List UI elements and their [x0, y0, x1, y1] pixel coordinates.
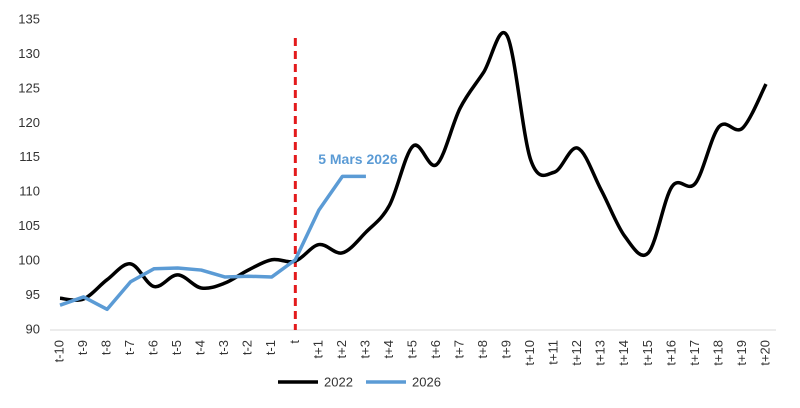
legend-label: 2022 — [324, 374, 353, 389]
line-series — [59, 174, 366, 312]
y-tick-label: 135 — [18, 11, 40, 26]
x-tick-label: t+10 — [522, 340, 537, 366]
x-tick-label: t+3 — [357, 340, 372, 358]
x-tick-label: t — [287, 340, 302, 344]
x-tick-label: t+13 — [593, 340, 608, 366]
x-tick-label: t+20 — [757, 340, 772, 366]
x-tick-label: t+9 — [499, 340, 514, 358]
y-tick-label: 125 — [18, 80, 40, 95]
x-tick-label: t-8 — [99, 340, 114, 355]
legend-label: 2026 — [412, 374, 441, 389]
x-tick-label: t+5 — [404, 340, 419, 358]
x-tick-label: t+4 — [381, 340, 396, 358]
x-tick-label: t+17 — [687, 340, 702, 366]
x-tick-label: t+6 — [428, 340, 443, 358]
x-tick-label: t+15 — [640, 340, 655, 366]
x-tick-label: t-2 — [240, 340, 255, 355]
x-tick-label: t-7 — [122, 340, 137, 355]
y-tick-label: 120 — [18, 115, 40, 130]
x-tick-label: t+2 — [334, 340, 349, 358]
y-tick-label: 110 — [19, 184, 40, 199]
x-tick-label: t+1 — [310, 340, 325, 358]
y-tick-label: 105 — [18, 218, 40, 233]
x-tick-label: t+19 — [734, 340, 749, 366]
x-tick-label: t-6 — [146, 340, 161, 355]
y-tick-label: 90 — [26, 321, 40, 336]
x-tick-label: t-10 — [51, 340, 66, 362]
x-tick-label: t+12 — [569, 340, 584, 366]
x-tick-label: t+11 — [546, 340, 561, 365]
y-tick-label: 95 — [26, 287, 40, 302]
y-tick-label: 115 — [19, 149, 40, 164]
annotation: 5 Mars 2026 — [318, 151, 398, 167]
x-tick-label: t-3 — [216, 340, 231, 355]
line-series — [59, 31, 768, 302]
x-tick-label: t+14 — [616, 340, 631, 366]
y-tick-label: 100 — [18, 253, 40, 268]
x-tick-label: t+8 — [475, 340, 490, 358]
x-tick-label: t+16 — [663, 340, 678, 366]
x-tick-label: t+7 — [452, 340, 467, 358]
y-tick-label: 130 — [18, 46, 40, 61]
x-tick-label: t-5 — [169, 340, 184, 355]
x-tick-label: t-1 — [263, 340, 278, 355]
x-tick-label: t+18 — [710, 340, 725, 366]
x-tick-label: t-4 — [193, 340, 208, 355]
x-tick-label: t-9 — [75, 340, 90, 355]
